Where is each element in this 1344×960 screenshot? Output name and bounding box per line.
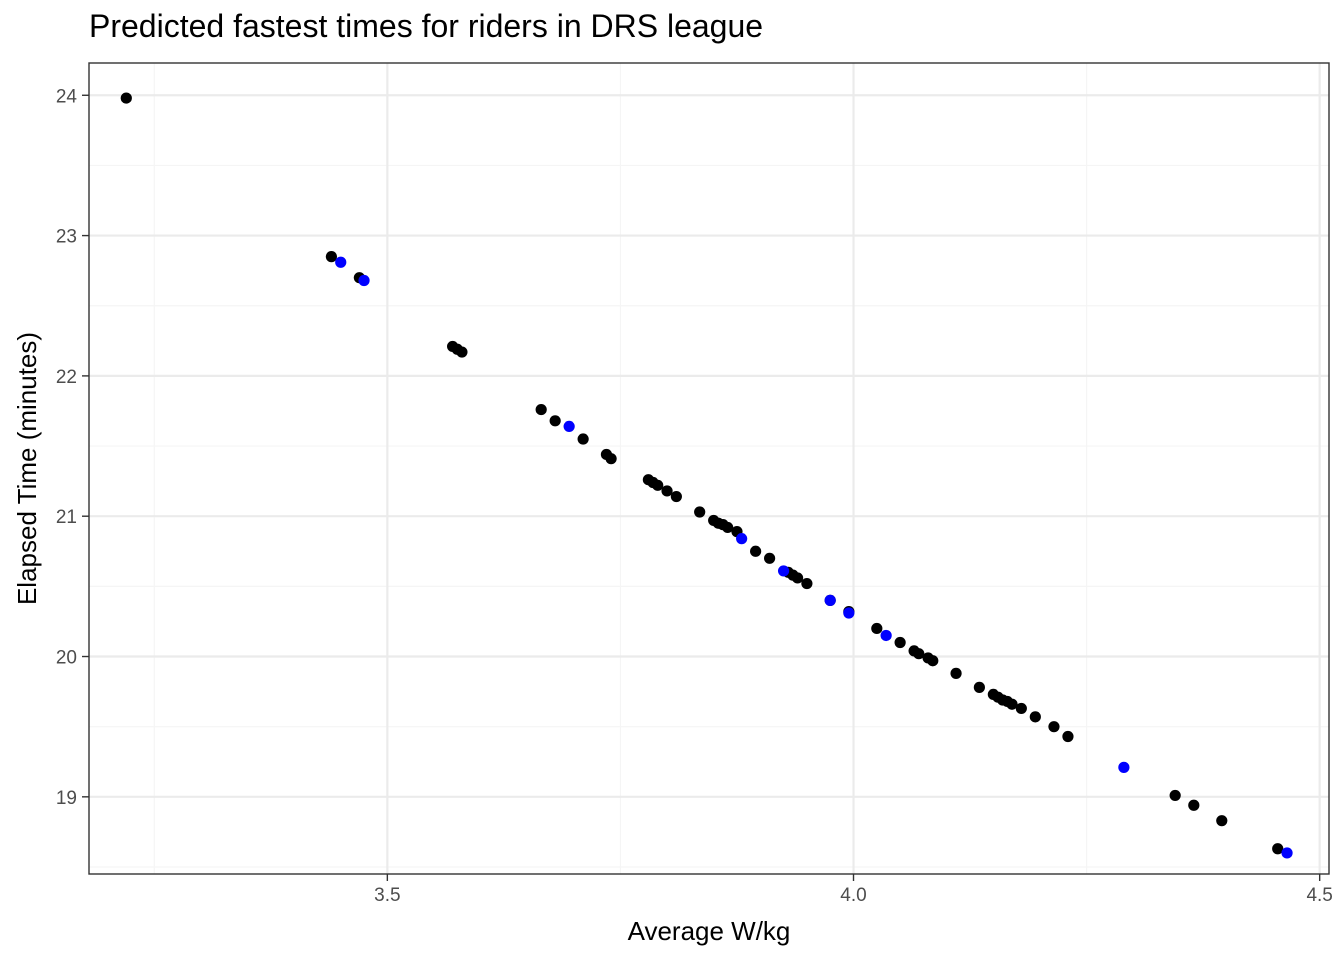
data-point-black [1048,721,1060,733]
data-point-blue [843,607,855,619]
data-point-black [1272,843,1284,855]
data-point-black [1029,711,1041,723]
data-point-black [661,485,673,497]
data-point-black [652,479,664,491]
data-point-black [605,453,617,465]
data-point-black [1062,730,1074,743]
data-point-black [871,622,883,635]
data-point-black [1006,698,1018,710]
data-point-black [325,251,338,263]
x-tick-label: 3.5 [374,885,400,906]
data-point-black [1169,789,1181,802]
data-point-blue [358,274,370,287]
y-axis-title: Elapsed Time (minutes) [12,332,42,605]
data-point-black [927,655,939,667]
y-tick-label: 19 [56,788,77,809]
data-point-black [791,572,804,584]
data-point-black [894,636,906,649]
y-tick-label: 20 [56,648,77,669]
data-point-blue [824,594,836,606]
chart-title: Predicted fastest times for riders in DR… [89,8,764,44]
x-tick-label: 4.0 [840,885,866,906]
data-points [120,92,1293,859]
grid-lines [89,63,1329,874]
x-tick-label: 4.5 [1306,885,1332,906]
data-point-blue [777,565,790,577]
data-point-black [950,667,962,679]
data-point-black [750,545,762,557]
x-axis-title: Average W/kg [628,916,791,946]
y-tick-label: 22 [56,367,77,388]
y-tick-label: 23 [56,227,77,248]
data-point-black [801,577,813,590]
data-point-black [973,681,985,693]
data-point-black [1216,815,1228,827]
data-point-black [1015,702,1027,715]
data-point-black [670,490,682,503]
data-point-blue [335,256,347,268]
axes: 3.5 4.0 4.5 19 20 21 22 23 24 [56,86,1333,906]
data-point-blue [563,420,575,433]
data-point-black [549,415,561,427]
data-point-blue [1118,761,1130,773]
data-point-black [577,433,589,445]
data-point-black [456,346,468,358]
data-point-blue [880,629,892,642]
data-point-black [1188,799,1200,811]
data-point-black [535,403,547,416]
y-tick-label: 24 [56,86,78,107]
data-point-black [120,92,132,104]
data-point-black [722,521,734,534]
y-tick-label: 21 [56,507,77,528]
data-point-black [764,552,776,564]
data-point-black [913,648,925,660]
data-point-blue [1281,847,1293,859]
data-point-blue [736,533,748,545]
data-point-black [694,506,706,518]
panel-border [88,62,1330,875]
